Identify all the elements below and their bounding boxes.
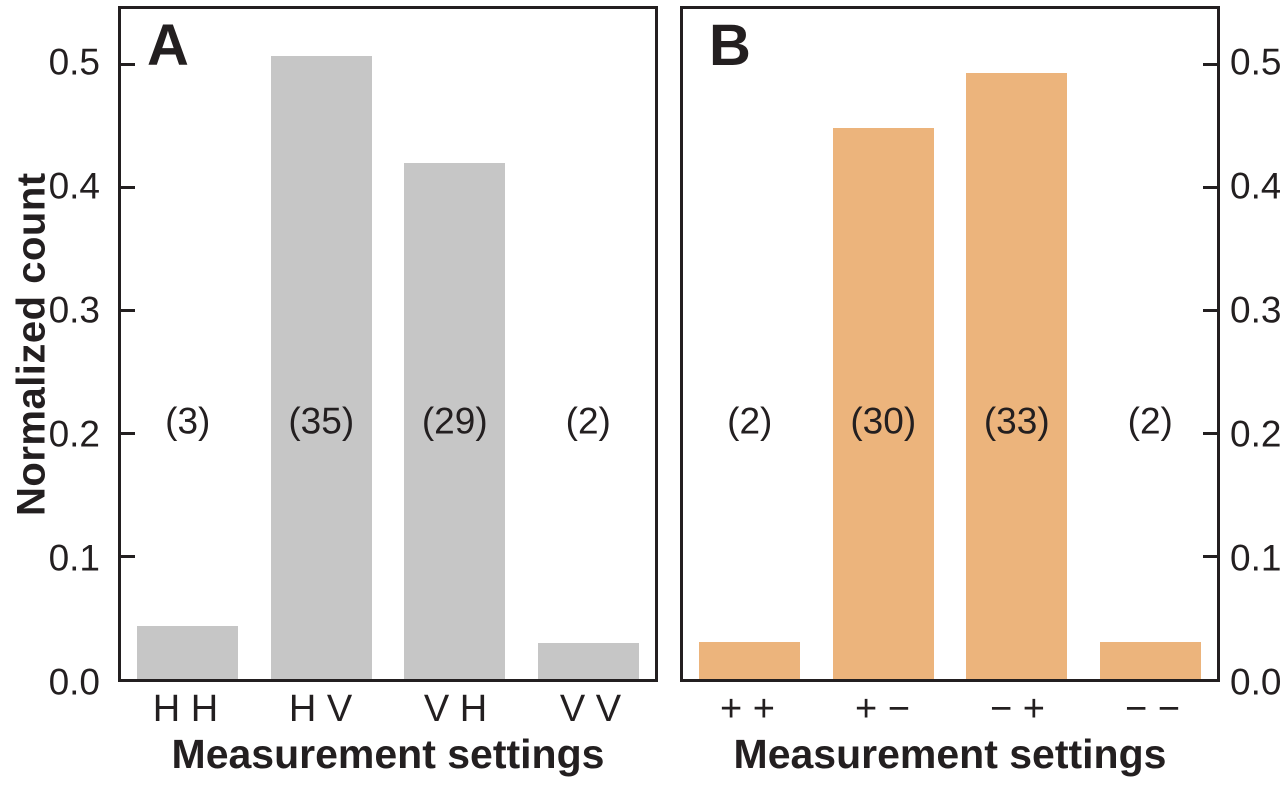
panel-b-x-axis-title: Measurement settings [733,731,1167,777]
y-tick-label: 0.3 [48,289,100,331]
y-axis-tick-labels-left: 0.0 0.1 0.2 0.3 0.4 0.5 [0,6,100,700]
panel-a-plot-frame: A (3) (35) (29) (2) [118,6,658,682]
x-category-label: V V [559,688,622,730]
bar-a-1 [270,55,372,679]
panel-b-letter: B [709,13,751,78]
panel-b-plot-area: B (2) (30) (33) (2) [683,9,1217,679]
x-category-label: H V [288,688,353,730]
y-axis-tick [121,554,135,558]
bar-count-label: (2) [565,400,611,442]
y-tick-label: 0.1 [48,537,100,579]
bar-b-2 [966,72,1068,679]
y-axis-tick-labels-right: 0.0 0.1 0.2 0.3 0.4 0.5 [1230,6,1280,700]
y-tick-label: 0.2 [48,413,100,455]
y-tick-label: 0.4 [1230,165,1280,207]
y-axis-tick [121,62,135,66]
y-tick-label: 0.5 [48,41,100,83]
y-tick-label: 0.4 [48,165,100,207]
bar-count-label: (2) [727,400,773,442]
y-tick-label: 0.2 [1230,413,1280,455]
bar-count-label: (2) [1127,400,1173,442]
bar-a-0 [137,626,239,679]
x-category-label: + − [855,688,910,730]
y-tick-label: 0.3 [1230,289,1280,331]
y-axis-tick [121,308,135,312]
bar-b-0 [699,642,801,679]
bar-count-label: (3) [165,400,211,442]
x-category-label: − − [1125,688,1180,730]
y-axis-tick [121,185,135,189]
bar-a-3 [537,643,639,679]
y-tick-label: 0.5 [1230,41,1280,83]
x-category-label: + + [720,688,775,730]
bar-count-label: (35) [288,400,355,442]
bar-b-1 [832,128,934,679]
x-category-label: V H [423,688,488,730]
y-tick-label: 0.0 [1230,661,1280,703]
y-axis-tick [1203,308,1217,312]
y-axis-tick [1203,431,1217,435]
bar-b-3 [1099,642,1201,679]
panel-b-plot-frame: B (2) (30) (33) (2) [680,6,1220,682]
bar-a-2 [404,162,506,679]
y-tick-label: 0.1 [1230,537,1280,579]
bar-count-label: (33) [983,400,1050,442]
x-category-label: H H [152,688,219,730]
bar-count-label: (30) [850,400,917,442]
panel-b-x-tick-labels: + + + − − + − − [680,688,1220,730]
panel-a-x-axis-title: Measurement settings [171,731,605,777]
panel-a-plot-area: A (3) (35) (29) (2) [121,9,655,679]
y-axis-tick [1203,185,1217,189]
y-tick-label: 0.0 [48,661,100,703]
y-axis-tick [121,431,135,435]
y-axis-tick [1203,62,1217,66]
x-category-label: − + [990,688,1045,730]
y-axis-tick [1203,554,1217,558]
bar-count-label: (29) [421,400,488,442]
panel-a-letter: A [147,13,189,78]
